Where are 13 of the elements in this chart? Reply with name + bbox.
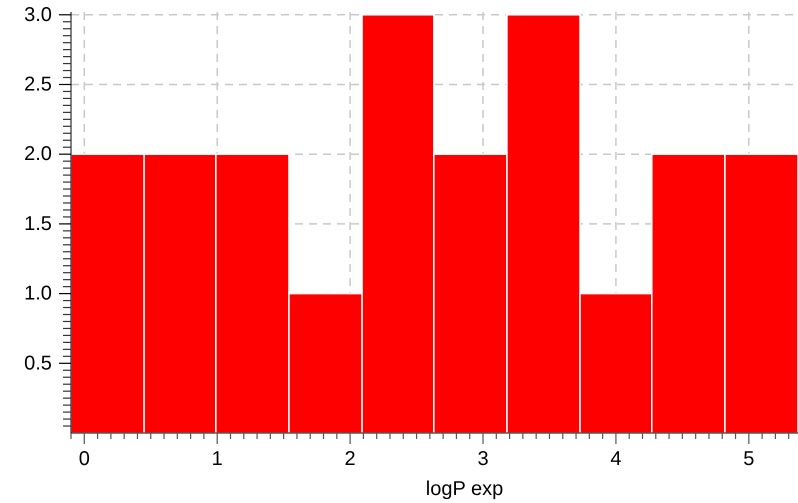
x-tick-label: 0 <box>78 448 90 470</box>
y-tick-label: 2.5 <box>24 73 52 96</box>
x-tick-label: 4 <box>610 448 622 470</box>
x-axis-title: logP exp <box>426 478 504 500</box>
x-tick-label: 1 <box>212 448 223 470</box>
x-tick-label: 5 <box>743 448 754 470</box>
x-tick-label: 2 <box>344 448 356 470</box>
x-tick-label: 3 <box>477 448 489 470</box>
y-tick-label: 1.0 <box>24 282 52 305</box>
y-tick-label: 1.5 <box>24 212 52 235</box>
y-tick-label: 3.0 <box>24 4 52 26</box>
y-tick-label: 2.0 <box>24 143 52 166</box>
y-tick-label: 0.5 <box>24 352 52 374</box>
